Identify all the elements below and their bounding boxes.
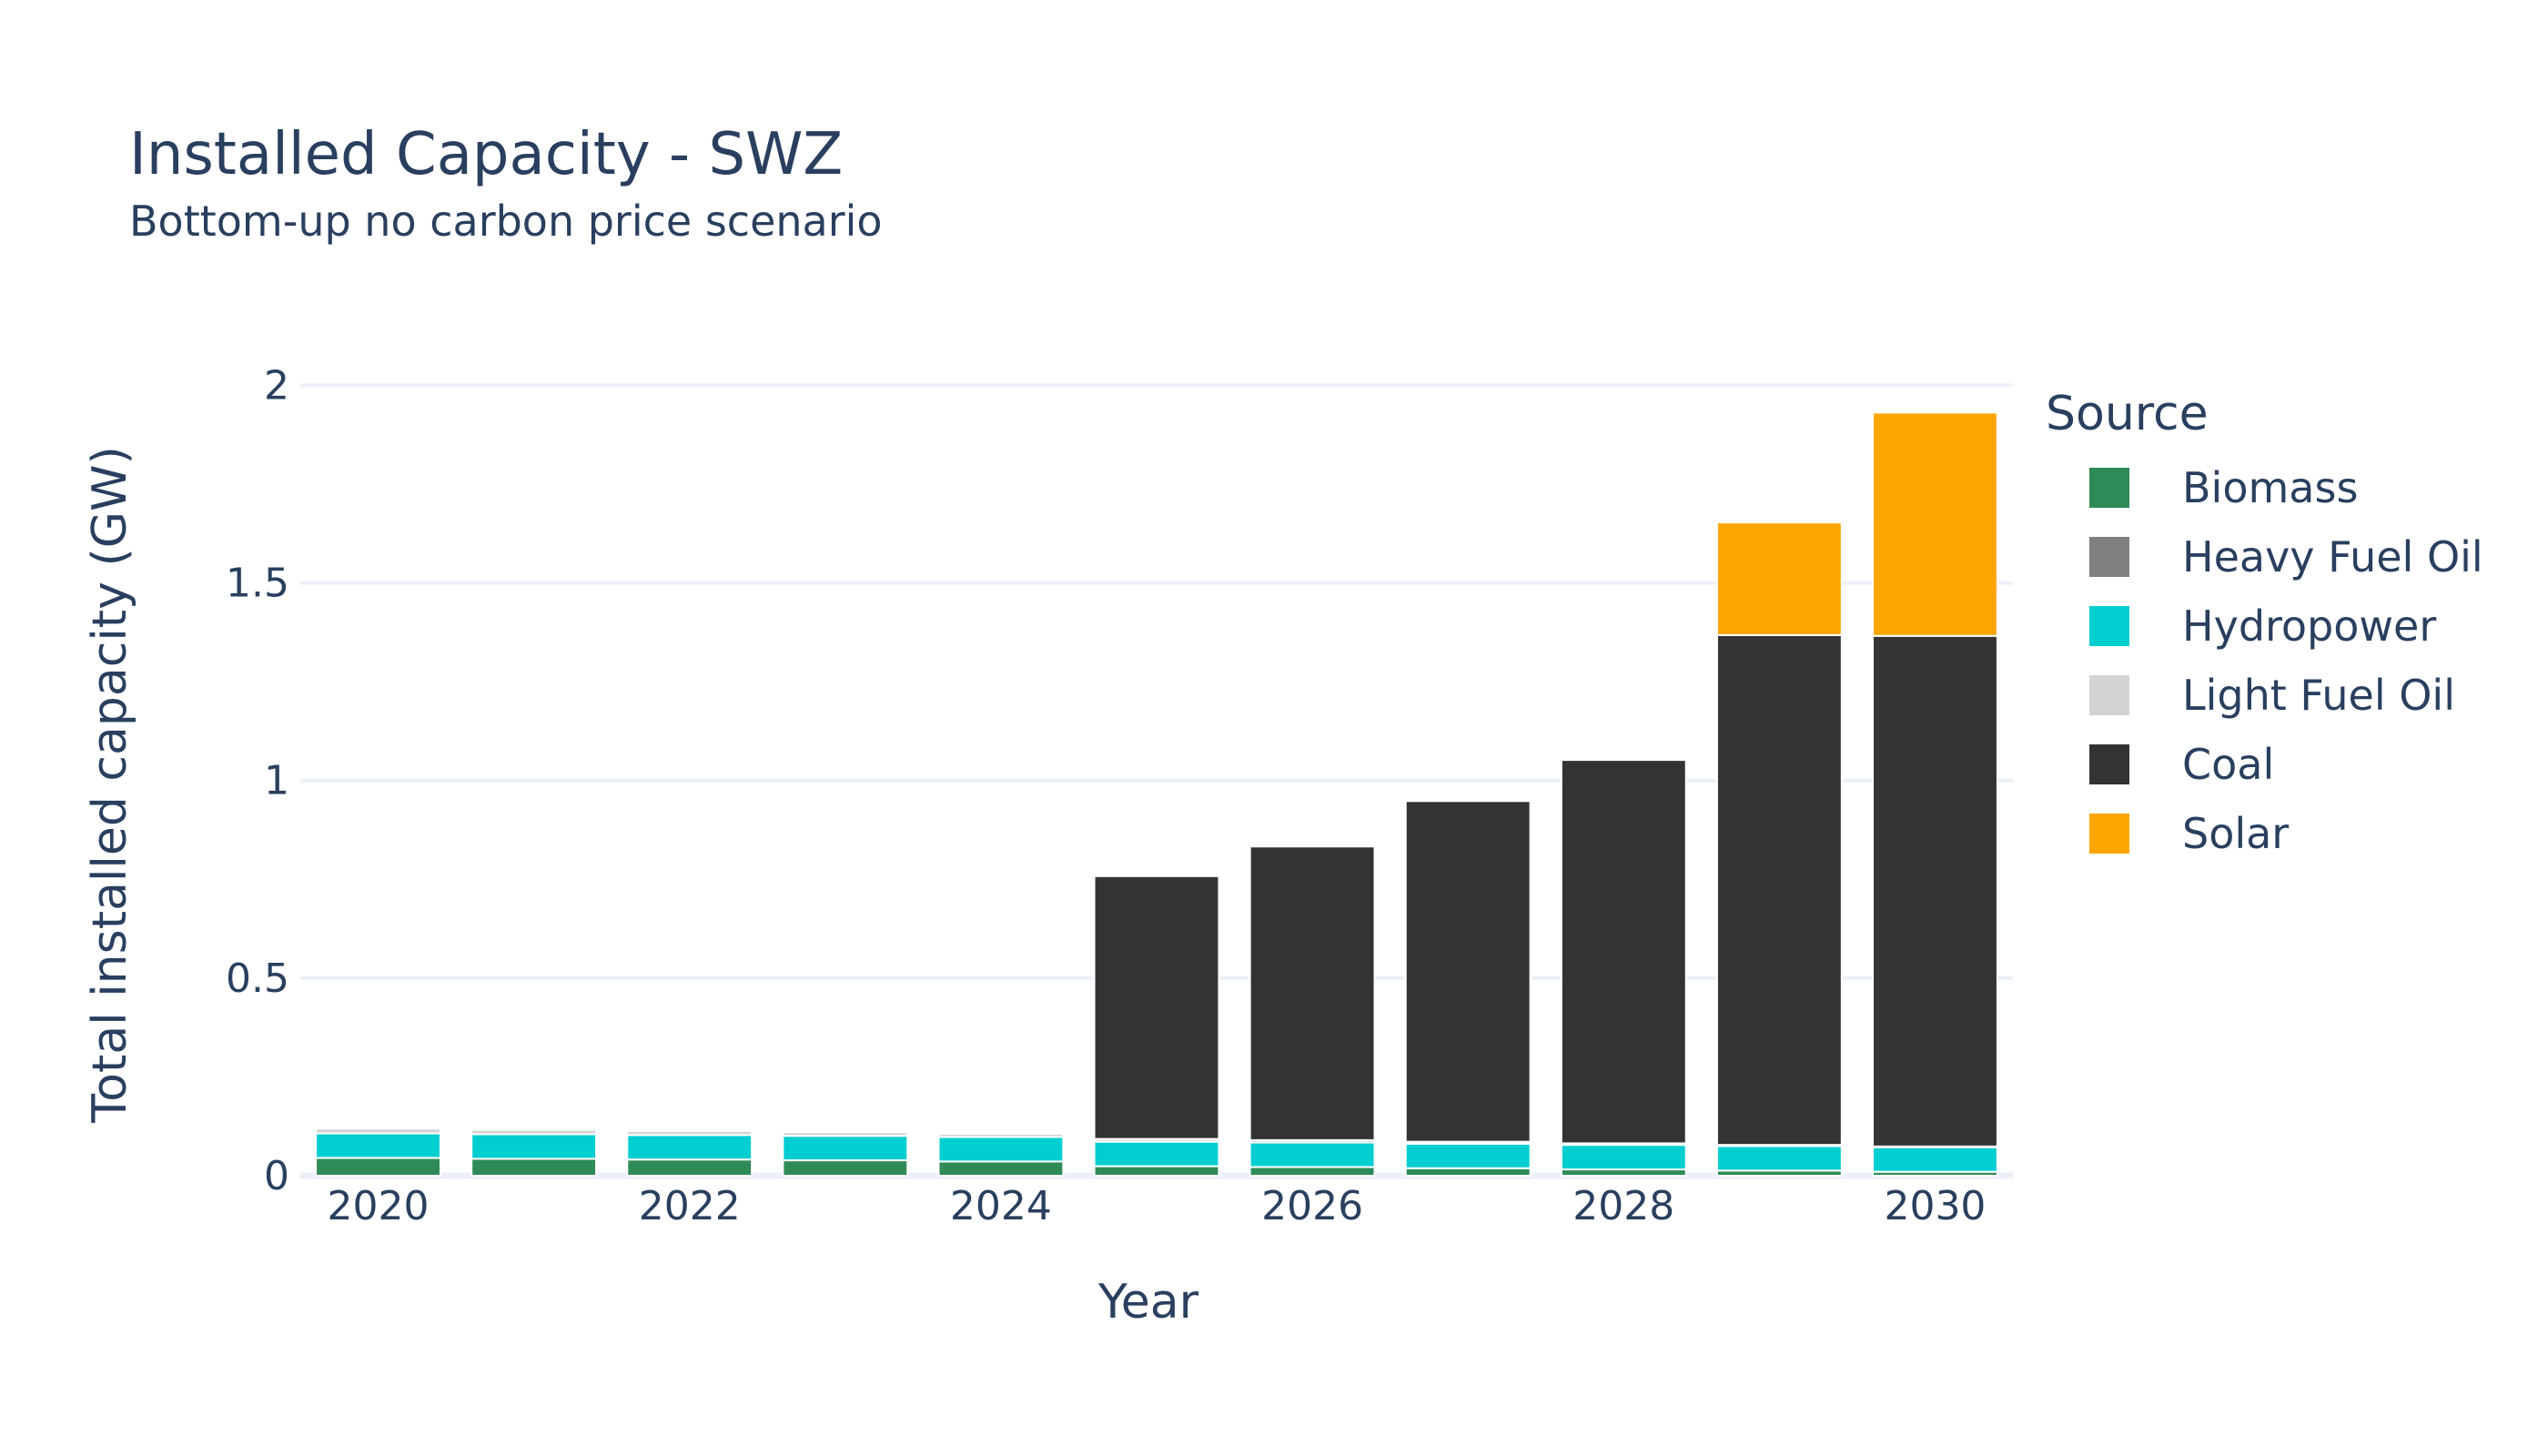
- legend-swatch: [2089, 814, 2129, 854]
- bar-segment-hydropower[interactable]: [315, 1132, 441, 1159]
- y-tick-label: 0.5: [226, 956, 289, 1002]
- bar-segment-biomass[interactable]: [937, 1160, 1065, 1178]
- legend-label: Heavy Fuel Oil: [2182, 532, 2483, 581]
- bar-segment-biomass[interactable]: [1404, 1167, 1532, 1177]
- y-tick-label: 0: [264, 1153, 289, 1199]
- bar-segment-coal[interactable]: [1560, 759, 1687, 1145]
- bar-segment-coal[interactable]: [1404, 800, 1532, 1143]
- x-tick-label: 2026: [1261, 1183, 1363, 1229]
- x-tick-label: 2028: [1572, 1183, 1674, 1229]
- x-axis-ticks: 2020 2022 2024 2026 2028 2030: [328, 1183, 1987, 1229]
- bar-segment-hydropower[interactable]: [1560, 1144, 1687, 1171]
- bar-segment-solar[interactable]: [1872, 411, 1998, 637]
- y-axis-ticks: 0 0.5 1 1.5 2: [226, 362, 289, 1199]
- bar-segment-hydropower[interactable]: [626, 1134, 753, 1161]
- legend-title: Source: [2046, 387, 2209, 441]
- x-tick-label: 2020: [328, 1183, 430, 1229]
- legend-label: Coal: [2182, 740, 2274, 789]
- bar-segment-light-fuel-oil[interactable]: [470, 1128, 598, 1136]
- legend: Source Biomass Heavy Fuel Oil Hydropower Li…: [2046, 387, 2483, 858]
- legend-label: Solar: [2182, 809, 2289, 858]
- bar-segment-solar[interactable]: [1715, 521, 1843, 636]
- bar-segment-biomass[interactable]: [1093, 1165, 1220, 1178]
- x-tick-label: 2024: [950, 1183, 1052, 1229]
- bar-segment-biomass[interactable]: [1249, 1166, 1376, 1177]
- bar-segment-hydropower[interactable]: [1872, 1146, 1998, 1173]
- bar-segment-hydropower[interactable]: [1404, 1142, 1532, 1169]
- legend-swatch: [2089, 606, 2129, 646]
- x-axis-title: Year: [1097, 1275, 1199, 1330]
- legend-swatch: [2089, 744, 2129, 784]
- bar-segment-light-fuel-oil[interactable]: [626, 1129, 753, 1137]
- legend-label: Light Fuel Oil: [2182, 671, 2455, 720]
- bar-segment-light-fuel-oil[interactable]: [937, 1132, 1065, 1138]
- bar-segment-hydropower[interactable]: [937, 1136, 1065, 1163]
- y-tick-label: 1.5: [226, 561, 289, 607]
- bar-segment-biomass[interactable]: [626, 1158, 753, 1178]
- chart-subtitle: Bottom-up no carbon price scenario: [129, 197, 883, 246]
- x-tick-label: 2030: [1884, 1183, 1986, 1229]
- bar-segment-hydropower[interactable]: [782, 1135, 909, 1162]
- y-axis-title: Total installed capacity (GW): [83, 446, 137, 1124]
- y-tick-label: 1: [264, 758, 289, 804]
- y-tick-label: 2: [264, 362, 289, 409]
- bar-segment-hydropower[interactable]: [1093, 1140, 1220, 1168]
- legend-swatch: [2089, 675, 2129, 715]
- legend-swatch: [2089, 537, 2129, 577]
- bar-segment-biomass[interactable]: [470, 1158, 598, 1177]
- legend-items: Biomass Heavy Fuel Oil Hydropower Light Fue…: [2089, 463, 2483, 858]
- legend-label: Biomass: [2182, 463, 2358, 512]
- bar-segment-biomass[interactable]: [1560, 1168, 1687, 1177]
- bar-segment-light-fuel-oil[interactable]: [782, 1131, 909, 1138]
- bar-segment-light-fuel-oil[interactable]: [315, 1127, 441, 1135]
- chart-title: Installed Capacity - SWZ: [129, 121, 844, 188]
- bar-segment-coal[interactable]: [1249, 845, 1376, 1141]
- bar-segment-hydropower[interactable]: [1715, 1145, 1843, 1172]
- bar-segment-coal[interactable]: [1093, 875, 1220, 1140]
- bars: [315, 411, 1998, 1178]
- bar-segment-biomass[interactable]: [315, 1157, 441, 1178]
- bar-segment-coal[interactable]: [1715, 633, 1843, 1147]
- bar-segment-coal[interactable]: [1872, 634, 1998, 1148]
- bar-segment-biomass[interactable]: [782, 1159, 909, 1178]
- bar-segment-hydropower[interactable]: [470, 1133, 598, 1160]
- legend-label: Hydropower: [2182, 602, 2436, 651]
- legend-swatch: [2089, 468, 2129, 508]
- x-tick-label: 2022: [639, 1183, 741, 1229]
- bar-segment-hydropower[interactable]: [1249, 1141, 1376, 1168]
